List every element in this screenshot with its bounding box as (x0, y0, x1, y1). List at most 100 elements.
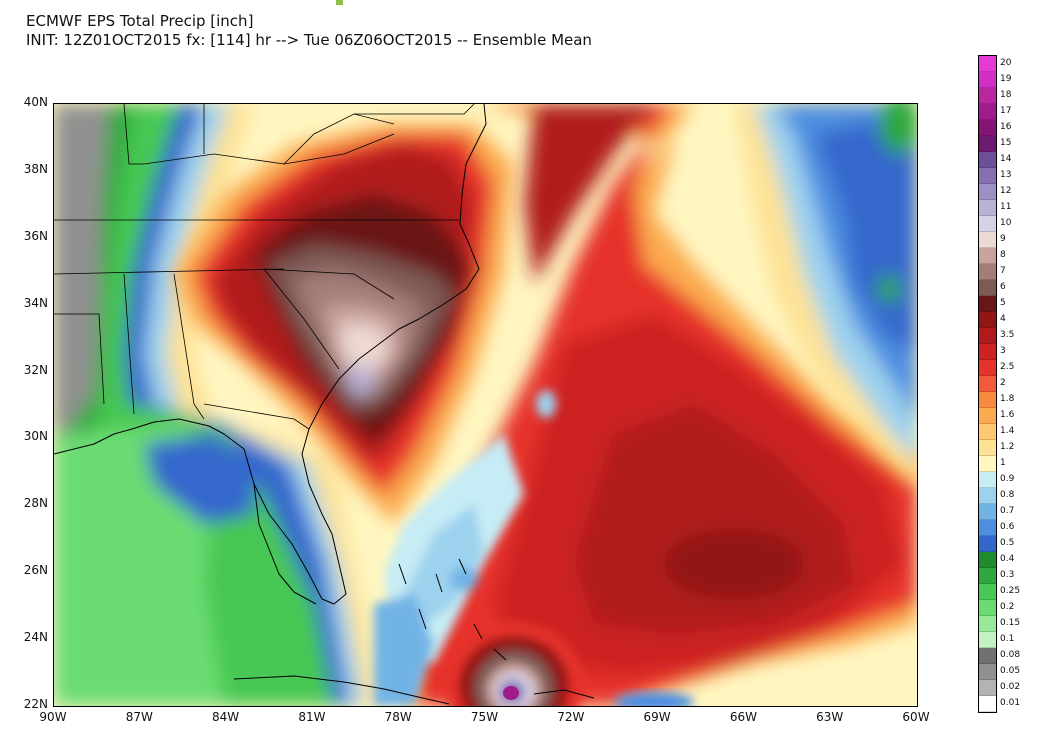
legend-swatch (979, 248, 996, 264)
legend-swatch (979, 488, 996, 504)
legend-swatch (979, 136, 996, 152)
legend-swatch (979, 504, 996, 520)
latitude-label: 32N (23, 362, 48, 377)
legend-swatch (979, 536, 996, 552)
legend-swatch (979, 600, 996, 616)
legend-label: 0.15 (1000, 618, 1021, 628)
legend-label: 2.5 (1000, 362, 1015, 372)
legend-label: 12 (1000, 186, 1012, 196)
latitude-label: 24N (23, 630, 48, 645)
legend-label: 6 (1000, 282, 1006, 292)
longitude-label: 60W (902, 710, 930, 724)
longitude-label: 75W (470, 710, 499, 724)
longitude-label: 90W (39, 710, 67, 724)
legend-label: 1.6 (1000, 410, 1015, 420)
legend-label: 17 (1000, 106, 1012, 116)
state-borders (54, 104, 475, 430)
precip-map-svg (54, 104, 917, 706)
precip-legend (978, 55, 997, 713)
legend-swatch (979, 200, 996, 216)
legend-label: 4 (1000, 314, 1006, 324)
top-marker (336, 0, 343, 5)
legend-label: 13 (1000, 170, 1012, 180)
legend-swatch (979, 584, 996, 600)
legend-label: 3.5 (1000, 330, 1015, 340)
legend-label: 1.2 (1000, 442, 1015, 452)
legend-swatch (979, 360, 996, 376)
map-subtitle: INIT: 12Z01OCT2015 fx: [114] hr --> Tue … (26, 31, 592, 49)
legend-swatch (979, 296, 996, 312)
legend-label: 1.8 (1000, 394, 1015, 404)
legend-label: 0.6 (1000, 522, 1015, 532)
legend-swatch (979, 120, 996, 136)
legend-label: 1.4 (1000, 426, 1015, 436)
longitude-label: 72W (557, 710, 585, 724)
longitude-label: 66W (729, 710, 757, 724)
coastlines (54, 104, 595, 705)
legend-label: 14 (1000, 154, 1012, 164)
legend-label: 20 (1000, 58, 1012, 68)
legend-label: 5 (1000, 298, 1006, 308)
legend-label: 0.9 (1000, 474, 1015, 484)
legend-label: 8 (1000, 250, 1006, 260)
legend-swatch (979, 552, 996, 568)
legend-label: 0.7 (1000, 506, 1015, 516)
title-block: ECMWF EPS Total Precip [inch] INIT: 12Z0… (26, 12, 592, 50)
legend-label: 0.3 (1000, 570, 1015, 580)
legend-label: 3 (1000, 346, 1006, 356)
legend-label: 15 (1000, 138, 1012, 148)
legend-swatch (979, 72, 996, 88)
longitude-label: 63W (816, 710, 844, 724)
precip-field-atlantic (404, 104, 917, 706)
legend-swatch (979, 440, 996, 456)
legend-swatch (979, 648, 996, 664)
legend-swatch (979, 616, 996, 632)
longitude-label: 87W (125, 710, 153, 724)
legend-swatch (979, 184, 996, 200)
legend-swatch (979, 456, 996, 472)
legend-swatch (979, 520, 996, 536)
legend-label: 0.02 (1000, 682, 1021, 692)
legend-label: 0.01 (1000, 698, 1021, 708)
legend-swatch (979, 152, 996, 168)
map-title: ECMWF EPS Total Precip [inch] (26, 12, 254, 30)
legend-swatch (979, 664, 996, 680)
legend-label: 0.2 (1000, 602, 1015, 612)
precip-field-south-strip (614, 692, 694, 706)
legend-label: 10 (1000, 218, 1012, 228)
legend-label: 0.8 (1000, 490, 1015, 500)
legend-swatch (979, 408, 996, 424)
latitude-label: 22N (23, 697, 48, 711)
legend-swatch (979, 232, 996, 248)
legend-label: 18 (1000, 90, 1012, 100)
latitude-label: 30N (23, 429, 48, 444)
precip-field-hurricane (444, 622, 584, 706)
legend-swatch (979, 312, 996, 328)
legend-swatch (979, 168, 996, 184)
legend-swatch (979, 376, 996, 392)
latitude-label: 34N (23, 295, 48, 310)
legend-swatch (979, 472, 996, 488)
legend-swatch (979, 424, 996, 440)
legend-label: 0.08 (1000, 650, 1021, 660)
legend-label: 16 (1000, 122, 1012, 132)
precip-map (53, 103, 918, 707)
precip-field-southeast (174, 124, 514, 524)
longitude-label: 81W (298, 710, 326, 724)
precip-field-east (734, 104, 917, 484)
legend-swatch (979, 632, 996, 648)
legend-swatch (979, 104, 996, 120)
latitude-label: 28N (23, 496, 48, 511)
precip-field-bahamas (374, 390, 556, 706)
latitude-label: 38N (23, 161, 48, 176)
legend-label: 19 (1000, 74, 1012, 84)
legend-label: 9 (1000, 234, 1006, 244)
legend-label: 1 (1000, 458, 1006, 468)
latitude-label: 36N (23, 228, 48, 243)
legend-label: 7 (1000, 266, 1006, 276)
legend-label: 0.4 (1000, 554, 1015, 564)
precip-field-west (54, 104, 384, 706)
legend-swatch (979, 216, 996, 232)
legend-swatch (979, 264, 996, 280)
legend-swatch (979, 696, 996, 712)
